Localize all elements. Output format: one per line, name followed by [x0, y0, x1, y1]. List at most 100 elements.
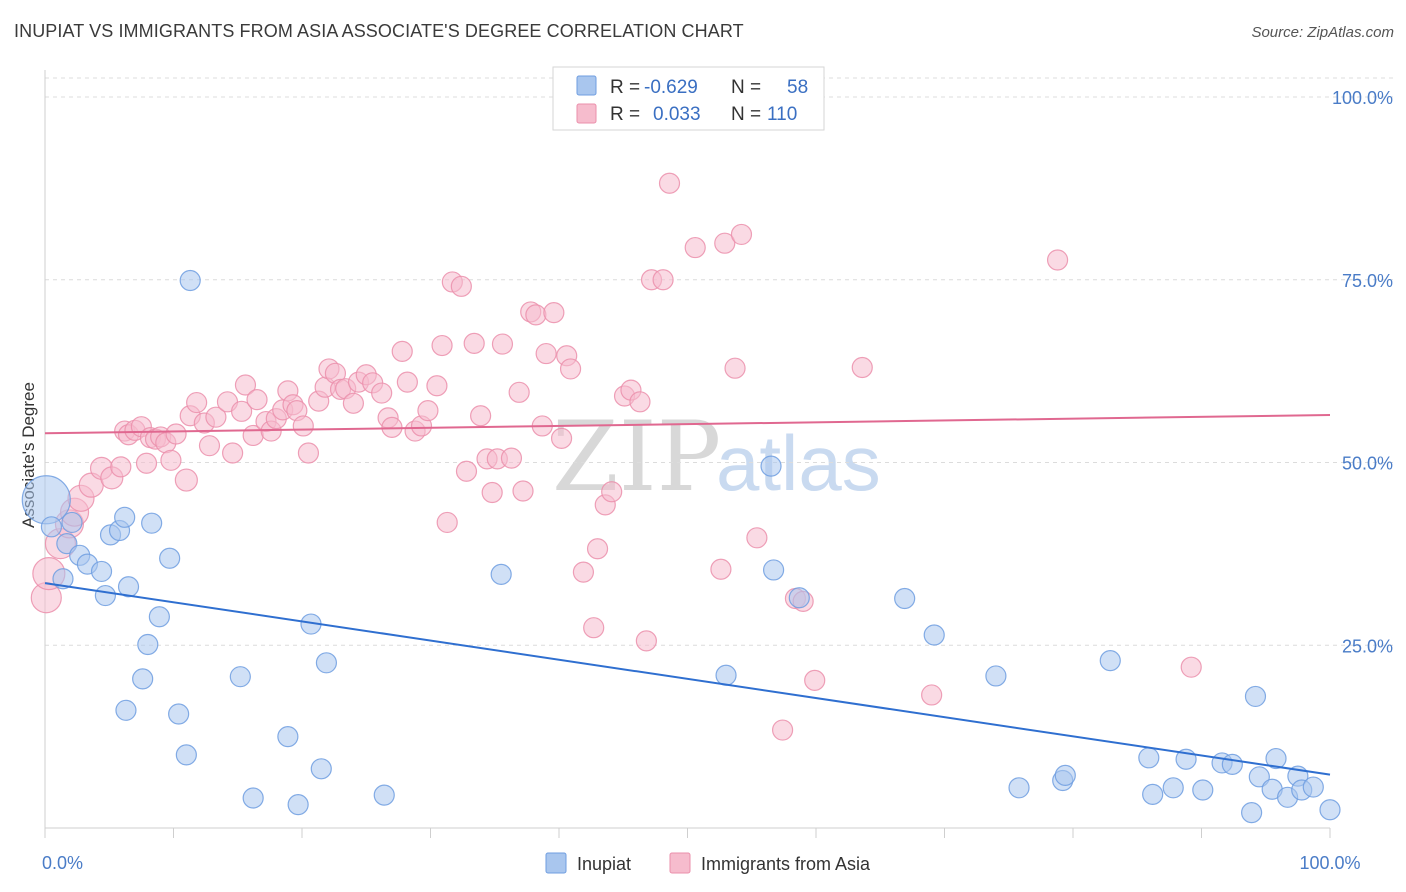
inupiat-point-22: [229, 666, 251, 688]
asia-point-40: [292, 415, 314, 437]
legend-r-label-2: R =: [610, 104, 640, 125]
asia-point-97: [714, 232, 736, 254]
legend-swatch-asia: [576, 103, 597, 124]
inupiat-point-27: [310, 758, 332, 780]
legend-n-label-1: N =: [731, 77, 761, 98]
legend-r-value-2: 0.033: [653, 104, 701, 125]
asia-point-71: [491, 333, 514, 355]
x-tick-label-max: 100.0%: [1299, 853, 1360, 873]
inupiat-point-49: [1241, 802, 1263, 824]
inupiat-point-30: [490, 563, 512, 585]
legend-n-label-2: N =: [731, 104, 761, 125]
inupiat-point-11: [114, 506, 136, 528]
asia-point-59: [417, 399, 439, 422]
asia-point-64: [450, 275, 472, 297]
asia-point-65: [455, 460, 478, 482]
asia-point-99: [730, 223, 753, 246]
inupiat-point-41: [1099, 650, 1121, 672]
watermark-zip: ZIP: [552, 401, 721, 513]
asia-point-84: [583, 617, 605, 639]
inupiat-point-43: [1142, 783, 1164, 805]
inupiat-point-19: [175, 744, 197, 766]
asia-point-79: [543, 302, 565, 324]
asia-point-91: [635, 630, 657, 652]
inupiat-point-20: [179, 269, 201, 292]
inupiat-point-1: [40, 516, 63, 538]
inupiat-point-44: [1162, 777, 1184, 799]
asia-point-108: [1180, 656, 1202, 678]
inupiat-point-51: [1248, 766, 1270, 788]
inupiat-point-8: [94, 584, 116, 607]
asia-point-96: [710, 558, 732, 580]
asia-point-100: [746, 527, 768, 549]
asia-point-80: [550, 427, 573, 449]
asia-point-87: [601, 481, 623, 503]
asia-point-104: [804, 669, 826, 691]
x-tick-label-min: 0.0%: [42, 853, 83, 873]
asia-point-85: [586, 538, 609, 560]
asia-point-28: [222, 442, 244, 464]
inupiat-point-14: [137, 633, 159, 656]
inupiat-point-53: [1265, 747, 1287, 770]
legend-r-label-1: R =: [610, 77, 640, 98]
asia-point-67: [470, 405, 492, 427]
asia-point-41: [297, 442, 320, 464]
stats-legend: R = -0.629 N = 58 R = 0.033 N = 110: [552, 66, 825, 131]
asia-point-29: [231, 400, 253, 422]
inupiat-point-2: [52, 568, 74, 590]
asia-point-30: [234, 374, 257, 396]
asia-point-32: [246, 389, 268, 411]
asia-point-94: [658, 172, 681, 194]
inupiat-point-48: [1221, 753, 1243, 776]
series-legend-swatch-inupiat: [545, 852, 567, 874]
inupiat-point-12: [117, 576, 140, 598]
asia-point-76: [525, 304, 547, 326]
trendline-immigrants-from-asia: [44, 413, 1331, 435]
inupiat-point-18: [168, 703, 190, 725]
asia-point-82: [559, 358, 582, 380]
inupiat-point-13: [132, 668, 154, 690]
inupiat-point-38: [1008, 777, 1030, 799]
asia-point-106: [921, 684, 943, 706]
inupiat-point-0: [21, 475, 71, 525]
series-legend: Inupiat Immigrants from Asia: [545, 852, 871, 874]
inupiat-point-7: [90, 560, 113, 583]
asia-point-107: [1046, 249, 1069, 271]
legend-r-value-1: -0.629: [644, 77, 698, 98]
asia-point-19: [160, 449, 182, 471]
asia-point-73: [508, 381, 530, 403]
inupiat-point-46: [1192, 779, 1214, 801]
asia-point-105: [851, 356, 873, 379]
inupiat-point-33: [762, 559, 785, 581]
inupiat-point-23: [242, 787, 264, 809]
inupiat-point-24: [277, 726, 299, 748]
x-axis-ticks: [44, 828, 1331, 838]
inupiat-point-50: [1244, 685, 1267, 708]
series-legend-label-asia: Immigrants from Asia: [701, 854, 871, 874]
asia-point-69: [481, 481, 503, 504]
asia-point-72: [500, 447, 523, 469]
legend-swatch-inupiat: [576, 75, 597, 96]
asia-point-56: [396, 371, 418, 393]
asia-point-21: [174, 468, 198, 492]
series-legend-label-inupiat: Inupiat: [577, 854, 631, 874]
asia-point-14: [135, 452, 158, 474]
asia-point-61: [431, 334, 453, 357]
asia-point-55: [391, 340, 413, 362]
stats-legend-box: [552, 66, 825, 131]
y-tick-label-50: 50.0%: [1342, 454, 1393, 474]
series-inupiat: [21, 269, 1341, 824]
inupiat-point-16: [148, 606, 170, 628]
asia-point-90: [629, 391, 651, 413]
y-tick-label-25: 25.0%: [1342, 636, 1393, 656]
inupiat-point-28: [315, 652, 338, 674]
asia-point-66: [463, 332, 485, 354]
asia-point-23: [186, 391, 208, 414]
inupiat-point-42: [1138, 747, 1160, 769]
asia-point-78: [535, 342, 557, 365]
inupiat-point-32: [760, 455, 782, 477]
asia-point-52: [371, 382, 393, 404]
inupiat-point-17: [159, 547, 181, 569]
inupiat-point-29: [373, 784, 395, 806]
legend-n-value-2: 110: [767, 104, 797, 125]
